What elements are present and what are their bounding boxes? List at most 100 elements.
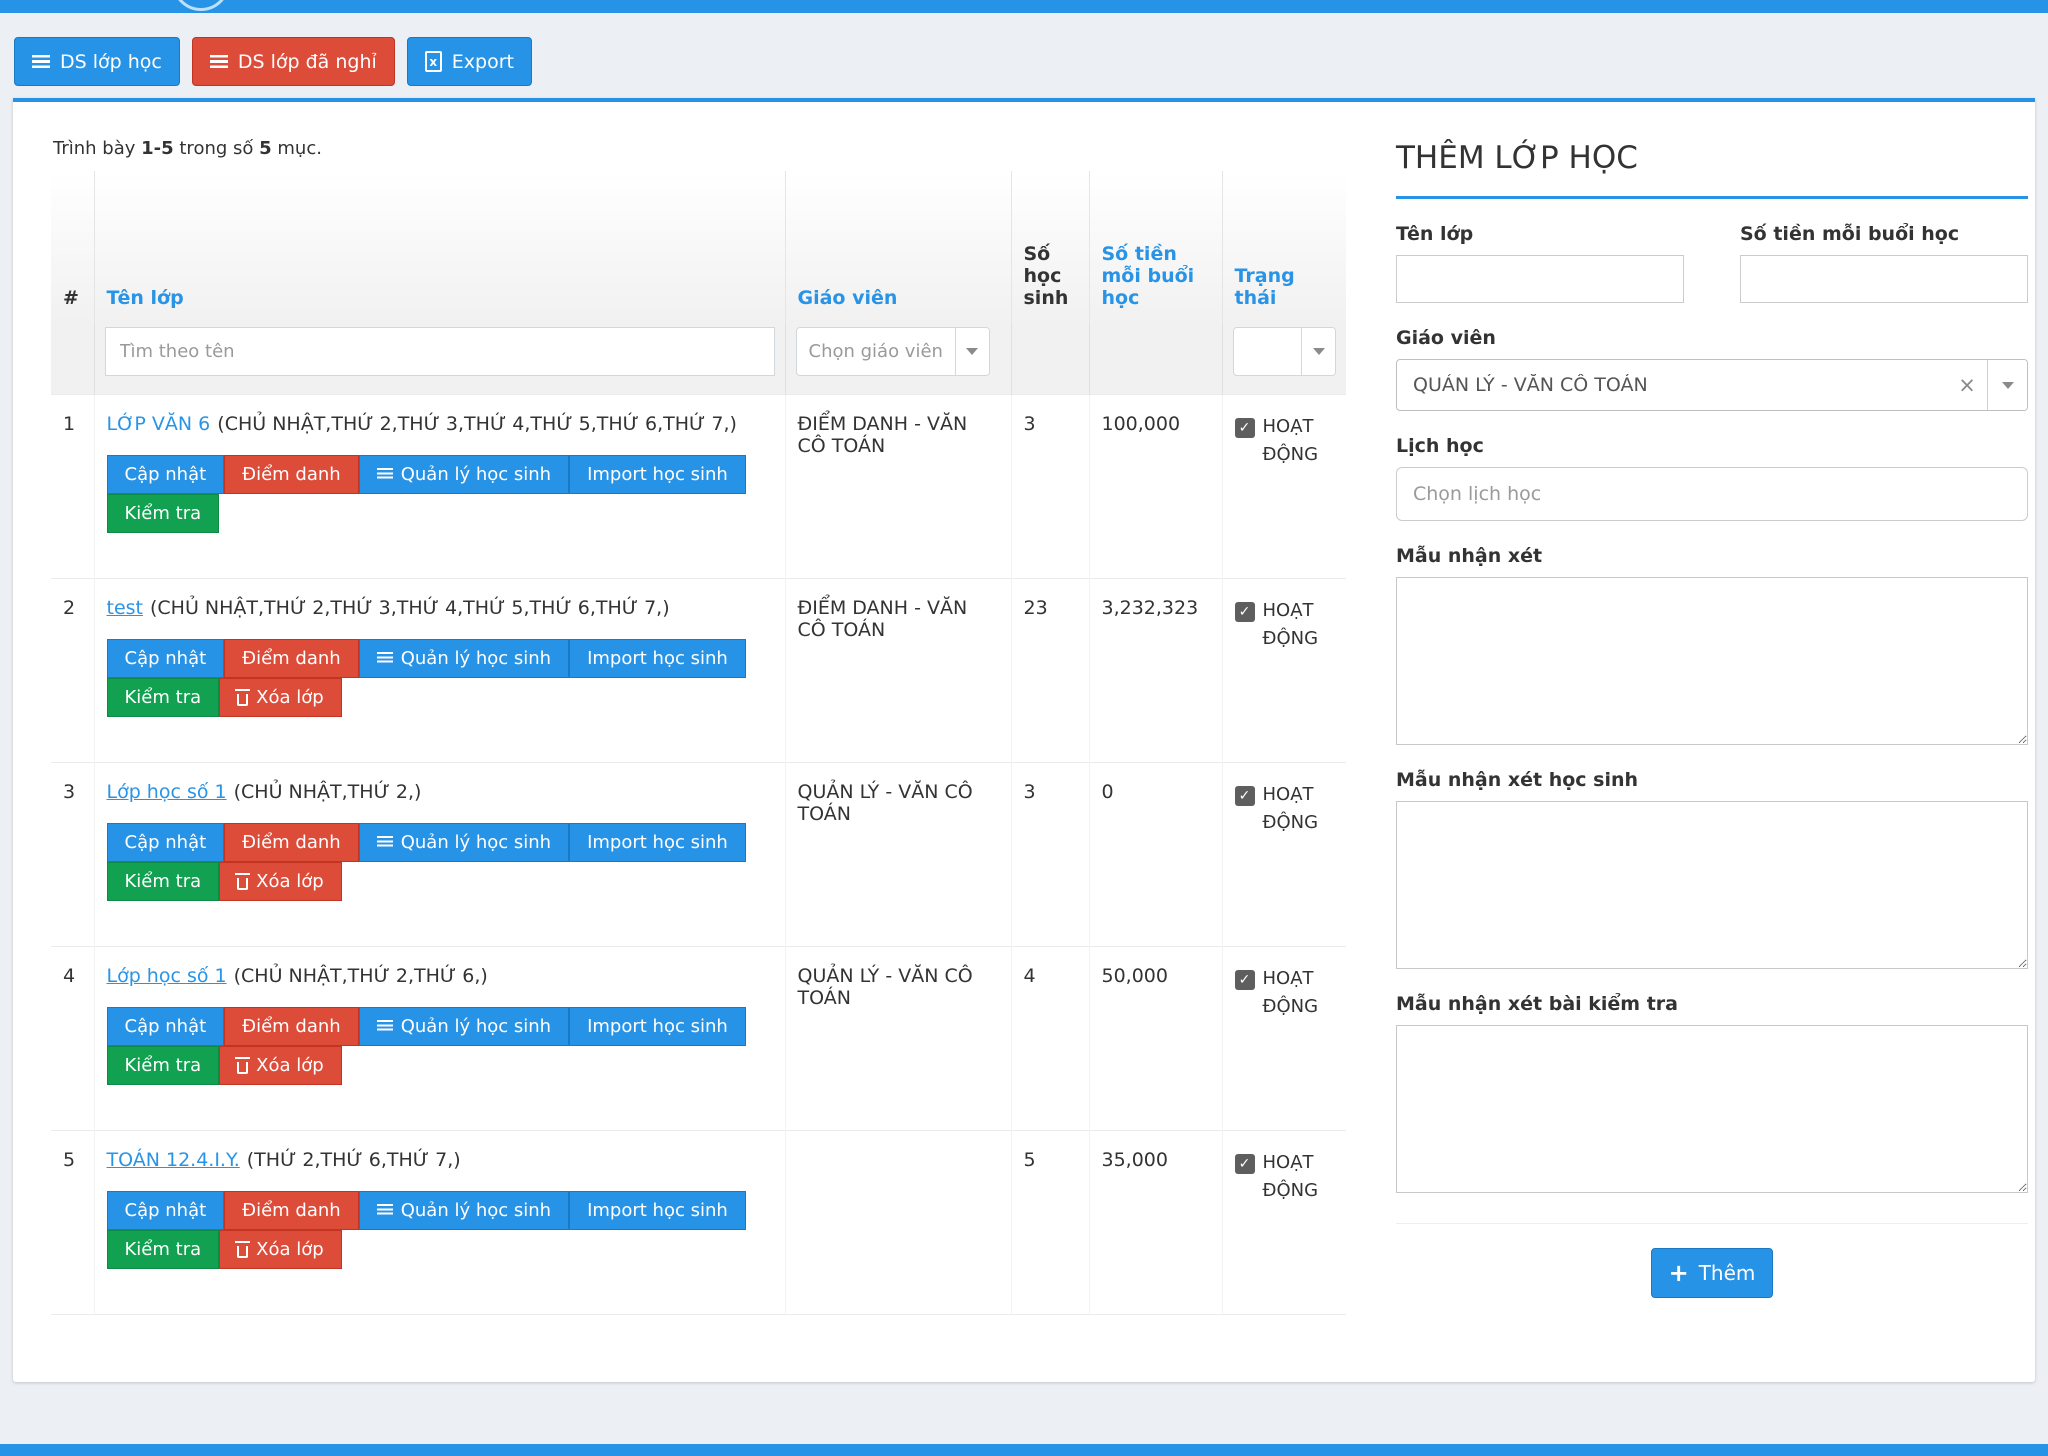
import-hoc-sinh-button[interactable]: Import học sinh bbox=[569, 639, 746, 678]
class-name-line: test (CHỦ NHẬT,THỨ 2,THỨ 3,THỨ 4,THỨ 5,TH… bbox=[107, 597, 773, 619]
table-row: 1 LỚP VĂN 6 (CHỦ NHẬT,THỨ 2,THỨ 3,THỨ 4,T… bbox=[51, 394, 1346, 579]
kiem-tra-button[interactable]: Kiểm tra bbox=[106, 678, 220, 717]
teacher-cell: ĐIỂM DANH - VĂN CÔ TOÁN bbox=[784, 394, 1011, 579]
class-name-link[interactable]: Lớp học số 1 bbox=[106, 965, 227, 987]
mau-nhan-xet-bai-kiem-tra-label: Mẫu nhận xét bài kiểm tra bbox=[1396, 993, 1678, 1015]
button-label: Import học sinh bbox=[587, 832, 728, 853]
checked-checkbox-icon[interactable] bbox=[1234, 1154, 1255, 1174]
quan-ly-hoc-sinh-button[interactable]: Quản lý học sinh bbox=[358, 1191, 570, 1230]
filter-name-input[interactable] bbox=[104, 327, 775, 376]
button-label: Quản lý học sinh bbox=[400, 1016, 552, 1037]
button-label: Xóa lớp bbox=[256, 1239, 324, 1260]
so-tien-input[interactable] bbox=[1740, 255, 2028, 303]
diem-danh-button[interactable]: Điểm danh bbox=[224, 1191, 359, 1230]
export-button[interactable]: Export bbox=[406, 37, 532, 86]
sort-link-ten-lop[interactable]: Tên lớp bbox=[106, 287, 184, 309]
fee-cell: 0 bbox=[1088, 762, 1222, 947]
kiem-tra-button[interactable]: Kiểm tra bbox=[106, 494, 220, 533]
add-class-form: THÊM LỚP HỌC Tên lớp Số tiền mỗi buổi họ… bbox=[1396, 102, 2028, 1298]
bottom-bar bbox=[0, 1444, 2048, 1456]
table-filter-row: Chọn giáo viên bbox=[51, 323, 1346, 395]
button-label: Điểm danh bbox=[242, 1200, 341, 1221]
filter-teacher-select[interactable]: Chọn giáo viên bbox=[795, 327, 990, 376]
import-hoc-sinh-button[interactable]: Import học sinh bbox=[569, 823, 746, 862]
sort-link-so-tien[interactable]: Số tiền mỗi buổi học bbox=[1101, 243, 1195, 309]
cap-nhat-button[interactable]: Cập nhật bbox=[106, 823, 225, 862]
trash-icon bbox=[235, 872, 251, 890]
button-label: Kiểm tra bbox=[124, 871, 202, 892]
ds-lop-hoc-button[interactable]: DS lớp học bbox=[14, 37, 180, 86]
sort-link-giao-vien[interactable]: Giáo viên bbox=[797, 287, 898, 309]
button-label: DS lớp học bbox=[60, 50, 162, 73]
kiem-tra-button[interactable]: Kiểm tra bbox=[106, 1230, 220, 1269]
form-title: THÊM LỚP HỌC bbox=[1396, 140, 1638, 176]
cap-nhat-button[interactable]: Cập nhật bbox=[106, 455, 225, 494]
list-icon bbox=[209, 54, 228, 69]
class-schedule: (CHỦ NHẬT,THỨ 2,THỨ 3,THỨ 4,THỨ 5,THỨ 6,… bbox=[150, 597, 670, 619]
mau-nhan-xet-bai-kiem-tra-textarea[interactable] bbox=[1396, 1025, 2028, 1193]
xoa-lop-button[interactable]: Xóa lớp bbox=[219, 1230, 342, 1269]
button-label: Điểm danh bbox=[242, 648, 341, 669]
quan-ly-hoc-sinh-button[interactable]: Quản lý học sinh bbox=[358, 1007, 570, 1046]
button-label: Điểm danh bbox=[242, 832, 341, 853]
col-header-ten-lop: Tên lớp bbox=[93, 171, 785, 323]
loading-circle-icon bbox=[172, 0, 230, 11]
cap-nhat-button[interactable]: Cập nhật bbox=[106, 639, 225, 678]
class-schedule: (THỨ 2,THỨ 6,THỨ 7,) bbox=[246, 1149, 461, 1171]
filter-status-select[interactable] bbox=[1232, 327, 1336, 376]
cap-nhat-button[interactable]: Cập nhật bbox=[106, 1007, 225, 1046]
button-label: Cập nhật bbox=[124, 464, 207, 485]
class-schedule: (CHỦ NHẬT,THỨ 2,) bbox=[233, 781, 422, 803]
cap-nhat-button[interactable]: Cập nhật bbox=[106, 1191, 225, 1230]
row-index: 3 bbox=[51, 762, 94, 947]
caret-down-icon[interactable] bbox=[1987, 360, 2027, 410]
xoa-lop-button[interactable]: Xóa lớp bbox=[219, 862, 342, 901]
kiem-tra-button[interactable]: Kiểm tra bbox=[106, 1046, 220, 1085]
checked-checkbox-icon[interactable] bbox=[1234, 970, 1255, 990]
summary-total: 5 bbox=[259, 138, 272, 159]
button-label: Quản lý học sinh bbox=[400, 1200, 552, 1221]
diem-danh-button[interactable]: Điểm danh bbox=[224, 455, 359, 494]
checked-checkbox-icon[interactable] bbox=[1234, 786, 1255, 806]
import-hoc-sinh-button[interactable]: Import học sinh bbox=[569, 1191, 746, 1230]
xoa-lop-button[interactable]: Xóa lớp bbox=[219, 678, 342, 717]
class-name-line: Lớp học số 1 (CHỦ NHẬT,THỨ 2,) bbox=[107, 781, 773, 803]
button-label: Cập nhật bbox=[124, 648, 207, 669]
checked-checkbox-icon[interactable] bbox=[1234, 602, 1255, 622]
lich-hoc-input[interactable] bbox=[1396, 467, 2028, 521]
button-label: Điểm danh bbox=[242, 464, 341, 485]
giao-vien-select[interactable]: QUẢN LÝ - VĂN CÔ TOÁN bbox=[1396, 359, 2028, 411]
giao-vien-selected-value: QUẢN LÝ - VĂN CÔ TOÁN bbox=[1413, 374, 1648, 396]
checked-checkbox-icon[interactable] bbox=[1234, 418, 1255, 438]
class-name-link[interactable]: test bbox=[106, 597, 144, 619]
ds-lop-da-nghi-button[interactable]: DS lớp đã nghỉ bbox=[191, 37, 395, 86]
sort-link-trang-thai[interactable]: Trạng thái bbox=[1234, 265, 1295, 309]
class-name-link[interactable]: Lớp học số 1 bbox=[106, 781, 227, 803]
import-hoc-sinh-button[interactable]: Import học sinh bbox=[569, 455, 746, 494]
button-label: Thêm bbox=[1698, 1261, 1756, 1285]
diem-danh-button[interactable]: Điểm danh bbox=[224, 639, 359, 678]
giao-vien-label: Giáo viên bbox=[1396, 327, 1496, 349]
quan-ly-hoc-sinh-button[interactable]: Quản lý học sinh bbox=[358, 823, 570, 862]
ten-lop-input[interactable] bbox=[1396, 255, 1684, 303]
kiem-tra-button[interactable]: Kiểm tra bbox=[106, 862, 220, 901]
mau-nhan-xet-textarea[interactable] bbox=[1396, 577, 2028, 745]
quan-ly-hoc-sinh-button[interactable]: Quản lý học sinh bbox=[358, 455, 570, 494]
button-label: DS lớp đã nghỉ bbox=[237, 50, 377, 73]
quan-ly-hoc-sinh-button[interactable]: Quản lý học sinh bbox=[358, 639, 570, 678]
import-hoc-sinh-button[interactable]: Import học sinh bbox=[569, 1007, 746, 1046]
them-button[interactable]: Thêm bbox=[1650, 1248, 1774, 1298]
clear-x-icon[interactable] bbox=[1947, 373, 1987, 397]
students-cell: 5 bbox=[1010, 1130, 1089, 1315]
status-label: HOẠT ĐỘNG bbox=[1262, 784, 1319, 833]
button-label: Kiểm tra bbox=[124, 1055, 202, 1076]
class-name-link[interactable]: TOÁN 12.4.I.Y. bbox=[106, 1149, 240, 1171]
mau-nhan-xet-hoc-sinh-textarea[interactable] bbox=[1396, 801, 2028, 969]
diem-danh-button[interactable]: Điểm danh bbox=[224, 823, 359, 862]
class-name-link[interactable]: LỚP VĂN 6 bbox=[106, 413, 211, 435]
row-index: 1 bbox=[51, 394, 94, 579]
button-label: Xóa lớp bbox=[256, 1055, 324, 1076]
diem-danh-button[interactable]: Điểm danh bbox=[224, 1007, 359, 1046]
xoa-lop-button[interactable]: Xóa lớp bbox=[219, 1046, 342, 1085]
